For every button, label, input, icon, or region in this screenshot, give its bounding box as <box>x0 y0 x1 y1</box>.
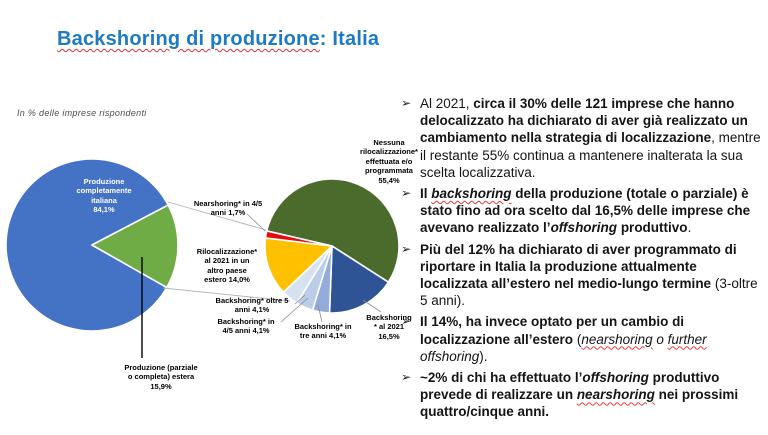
bullet-item: ➢ ~2% di chi ha effettuato l’offshoring p… <box>401 369 765 421</box>
title-rest-text: : Italia <box>319 28 380 50</box>
bullet-arrow-icon: ➢ <box>401 96 412 110</box>
leader-treanni <box>317 304 323 323</box>
pie-slice-rilocalizzazione-al-2021-in-un-altro-paese-ester <box>264 237 333 293</box>
bullet-arrow-icon: ➢ <box>401 241 412 256</box>
bullet-text: Al 2021, circa il 30% delle 121 imprese … <box>420 96 761 180</box>
label-backshoring-45: Backshoring* in 4/5 anni 4,1% <box>217 317 275 336</box>
right-pie-chart <box>264 178 400 314</box>
bullet-item: ➢ Il backshoring della produzione (totale… <box>401 185 765 237</box>
title-marked-text: Backshoring di produzione <box>57 28 320 50</box>
chart-subtitle: In % delle imprese rispondenti <box>17 108 147 118</box>
bullet-item: ➢ Più del 12% ha dichiarato di aver progr… <box>401 241 765 310</box>
bullet-text: ~2% di chi ha effettuato l’offshoring pr… <box>420 370 739 420</box>
label-backshoring-al2021: Backshoring * al 2021 16,5% <box>366 313 412 341</box>
left-pie-chart <box>5 158 179 332</box>
label-nearshoring-45: Nearshoring* in 4/5 anni 1,7% <box>193 199 263 218</box>
pie-slice-produzione-parziale-o-completa-estera <box>91 204 179 289</box>
page-title: Backshoring di produzione: Italia <box>57 28 379 51</box>
bullet-text: Il 14%, ha invece optato per un cambio d… <box>420 314 707 364</box>
connector-line-top <box>167 201 267 231</box>
leader-al2021 <box>362 299 382 313</box>
label-backshoring-oltre5: Backshoring* oltre 5 anni 4,1% <box>215 296 289 315</box>
leader-45anni <box>280 297 309 323</box>
label-rilocalizzazione-estero: Rilocalizzazione* al 2021 in un altro pa… <box>196 247 258 285</box>
label-leader-lines <box>246 213 382 323</box>
bullet-list: ➢ Al 2021, circa il 30% delle 121 imprese… <box>401 95 765 425</box>
bullet-text: Il backshoring della produzione (totale … <box>420 186 751 236</box>
bullet-item: ➢ Il 14%, ha invece optato per un cambio … <box>401 313 765 365</box>
pie-slice-nearshoring-in-4-5-anni <box>264 230 333 247</box>
pie-slice-backshoring-al-2021 <box>328 245 390 314</box>
label-nessuna-rilocalizzazione: Nessuna rilocalizzazione* effettuata e/o… <box>360 138 418 185</box>
label-produzione-italiana: Produzione completamente italiana 84,1% <box>76 177 132 215</box>
pie-slice-produzione-completamente-italiana <box>5 158 169 332</box>
leader-oltre5 <box>294 294 306 305</box>
bullet-text: Più del 12% ha dichiarato di aver progra… <box>420 241 758 309</box>
leader-nearshoring <box>246 213 266 232</box>
connector-line-bottom <box>162 287 291 302</box>
bullet-item: ➢ Al 2021, circa il 30% delle 121 imprese… <box>401 95 765 181</box>
bullet-arrow-icon: ➢ <box>401 186 412 201</box>
bullet-arrow-icon: ➢ <box>401 370 412 385</box>
bullet-arrow-icon: ➢ <box>401 314 412 329</box>
pie-slice-nessuna-rilocalizzazione-effettuata-e-o-programm <box>265 178 400 283</box>
label-backshoring-treanni: Backshoring* in tre anni 4,1% <box>294 322 352 341</box>
label-produzione-estera: Produzione (parziale o completa) estera … <box>124 363 198 391</box>
pie-connector-lines <box>162 201 291 302</box>
